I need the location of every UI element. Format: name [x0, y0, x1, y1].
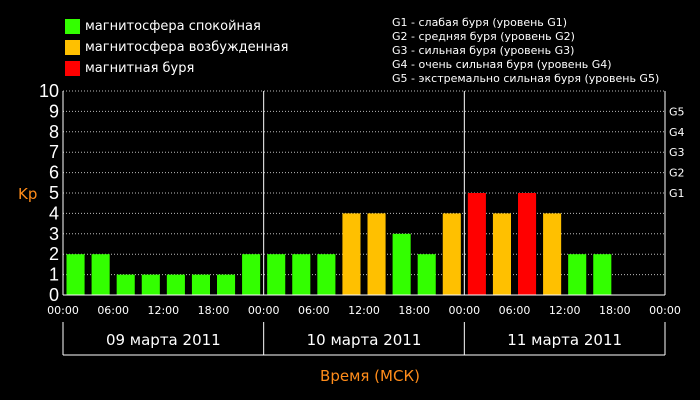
x-tick-label: 00:00: [649, 304, 681, 317]
y-axis-label: Kp: [18, 185, 37, 203]
y-tick-label: 4: [49, 203, 59, 223]
legend-label-active: магнитосфера возбужденная: [85, 39, 289, 55]
y-tick-label: 10: [39, 81, 59, 101]
y-tick-label: 2: [49, 244, 59, 264]
kp-bar: [392, 233, 411, 295]
x-tick-label: 06:00: [97, 304, 129, 317]
kp-bar: [66, 254, 85, 295]
legend-label-storm: магнитная буря: [85, 60, 195, 76]
g-level-g3: G3 - сильная буря (уровень G3): [392, 44, 575, 57]
x-tick-label: 18:00: [398, 304, 430, 317]
x-tick-label: 12:00: [147, 304, 179, 317]
kp-bar: [543, 213, 562, 295]
kp-bar: [91, 254, 110, 295]
kp-bar: [242, 254, 261, 295]
kp-bar: [141, 274, 160, 295]
kp-bar: [467, 193, 486, 295]
legend-swatch-storm: [65, 61, 80, 76]
y-tick-label: 0: [49, 285, 59, 305]
x-tick-label: 00:00: [248, 304, 280, 317]
g-level-legend: G1 - слабая буря (уровень G1) G2 - средн…: [392, 16, 659, 86]
g-tick-label: G3: [669, 146, 685, 159]
legend-label-quiet: магнитосфера спокойная: [85, 18, 261, 34]
x-tick-label: 18:00: [198, 304, 230, 317]
x-tick-label: 12:00: [549, 304, 581, 317]
kp-bar: [417, 254, 436, 295]
g-level-g5: G5 - экстремально сильная буря (уровень …: [392, 72, 660, 85]
g-level-g2: G2 - средняя буря (уровень G2): [392, 30, 575, 43]
legend-swatch-quiet: [65, 19, 80, 34]
day-label: 10 марта 2011: [307, 331, 422, 349]
x-tick-label: 12:00: [348, 304, 380, 317]
kp-bar: [342, 213, 361, 295]
kp-bar: [317, 254, 336, 295]
kp-bar: [593, 254, 612, 295]
y-tick-label: 9: [49, 101, 59, 121]
x-tick-label: 06:00: [298, 304, 330, 317]
legend-swatch-active: [65, 40, 80, 55]
kp-bar: [367, 213, 386, 295]
x-tick-label: 06:00: [499, 304, 531, 317]
g-tick-label: G2: [669, 167, 685, 180]
x-tick-label: 18:00: [599, 304, 631, 317]
x-tick-label: 00:00: [47, 304, 79, 317]
day-label: 09 марта 2011: [106, 331, 221, 349]
kp-bar: [518, 193, 537, 295]
g-level-g1: G1 - слабая буря (уровень G1): [392, 16, 568, 29]
y-tick-label: 1: [49, 265, 59, 285]
kp-bar: [116, 274, 135, 295]
kp-bar: [191, 274, 210, 295]
g-tick-label: G4: [669, 126, 685, 139]
kp-bar: [568, 254, 587, 295]
legend-item-storm: магнитная буря: [65, 58, 288, 79]
legend-item-quiet: магнитосфера спокойная: [65, 16, 288, 37]
y-tick-label: 7: [49, 142, 59, 162]
kp-bar: [292, 254, 311, 295]
legend: магнитосфера спокойная магнитосфера возб…: [65, 16, 288, 79]
kp-bar: [166, 274, 185, 295]
kp-bar: [442, 213, 461, 295]
x-tick-label: 00:00: [448, 304, 480, 317]
y-tick-label: 3: [49, 224, 59, 244]
y-tick-label: 6: [49, 163, 59, 183]
y-tick-label: 5: [49, 183, 59, 203]
kp-bar: [492, 213, 511, 295]
kp-bar: [267, 254, 286, 295]
x-axis-label: Время (МСК): [320, 367, 420, 385]
g-tick-label: G1: [669, 187, 685, 200]
y-tick-label: 8: [49, 122, 59, 142]
legend-item-active: магнитосфера возбужденная: [65, 37, 288, 58]
g-tick-label: G5: [669, 105, 685, 118]
day-label: 11 марта 2011: [507, 331, 622, 349]
kp-bar: [217, 274, 236, 295]
g-level-g4: G4 - очень сильная буря (уровень G4): [392, 58, 612, 71]
